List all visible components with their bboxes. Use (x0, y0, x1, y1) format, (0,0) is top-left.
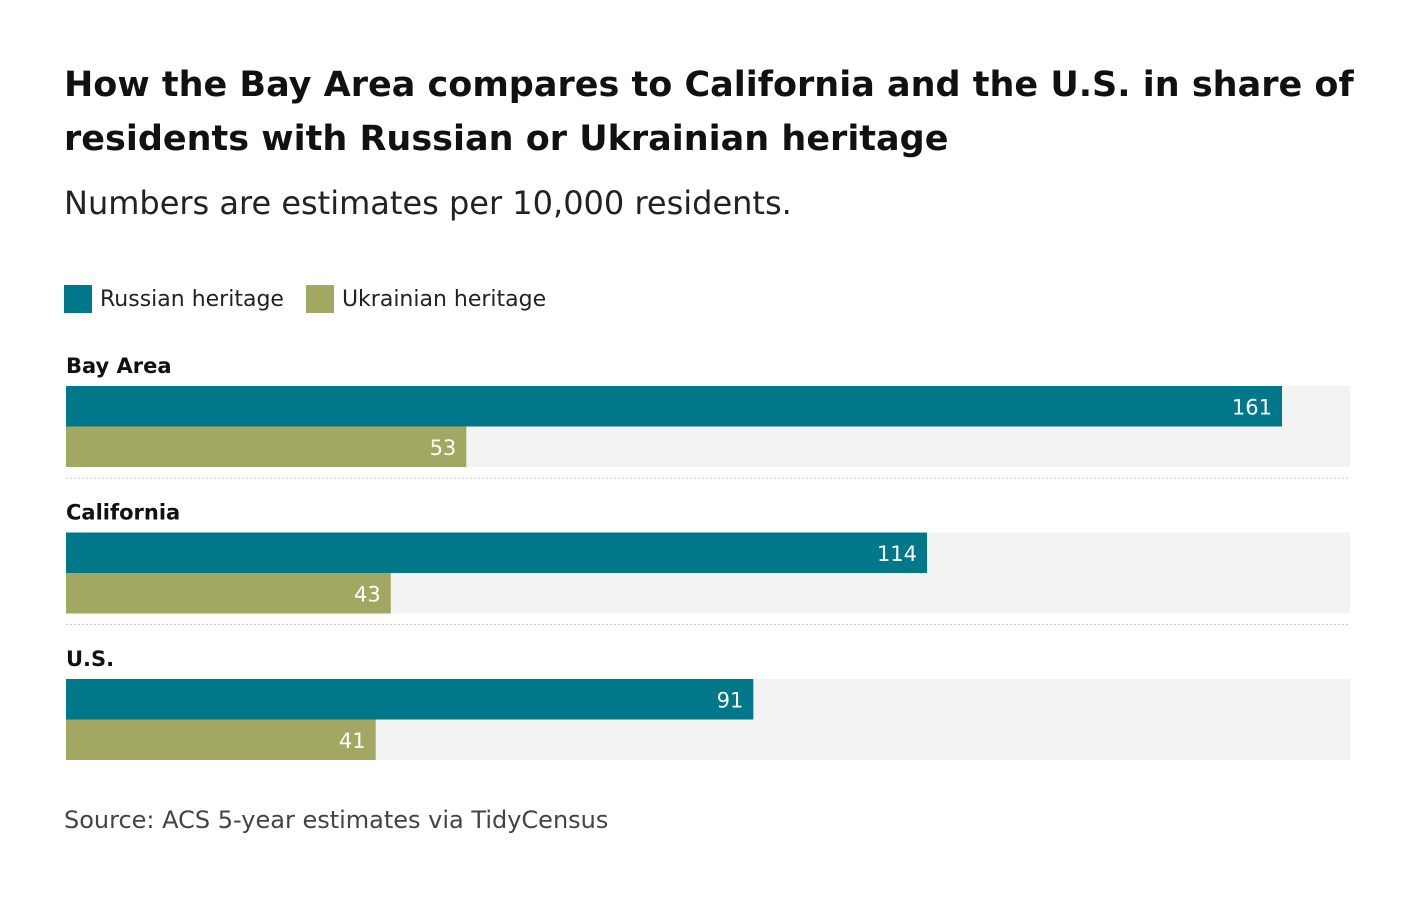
legend-swatch-ukrainian (305, 285, 334, 313)
bar-bay-area-russian (66, 386, 1283, 427)
bar-chart: Bay Area 161 53 California 114 43 U.S. 91 41 (66, 354, 1350, 760)
legend-label-ukrainian: Ukrainian heritage (341, 286, 547, 312)
bar-california-russian (66, 532, 928, 573)
bar-value-label-california-russian: 114 (877, 542, 917, 566)
source-note: Source: ACS 5-year estimates via TidyCen… (64, 806, 609, 834)
bar-value-label-u-s-russian: 91 (717, 688, 744, 712)
legend-item-ukrainian: Ukrainian heritage (305, 285, 547, 313)
group-label-bay-area: Bay Area (66, 354, 172, 378)
bar-u-s-ukrainian (66, 719, 376, 760)
bar-value-label-bay-area-ukrainian: 53 (430, 436, 457, 460)
bar-bay-area-ukrainian (66, 426, 467, 467)
legend: Russian heritage Ukrainian heritage (64, 285, 568, 313)
bar-california-ukrainian (66, 573, 391, 614)
group-label-u-s: U.S. (66, 647, 114, 671)
legend-swatch-russian (64, 285, 92, 313)
legend-label-russian: Russian heritage (100, 286, 284, 312)
bar-value-label-u-s-ukrainian: 41 (339, 729, 366, 753)
legend-item-russian: Russian heritage (64, 285, 284, 313)
bar-value-label-california-ukrainian: 43 (354, 582, 381, 606)
chart-subtitle: Numbers are estimates per 10,000 residen… (64, 184, 792, 222)
chart-title: How the Bay Area compares to California … (64, 65, 1354, 159)
group-label-california: California (66, 501, 180, 525)
bar-u-s-russian (66, 679, 754, 720)
bar-value-label-bay-area-russian: 161 (1232, 395, 1272, 419)
